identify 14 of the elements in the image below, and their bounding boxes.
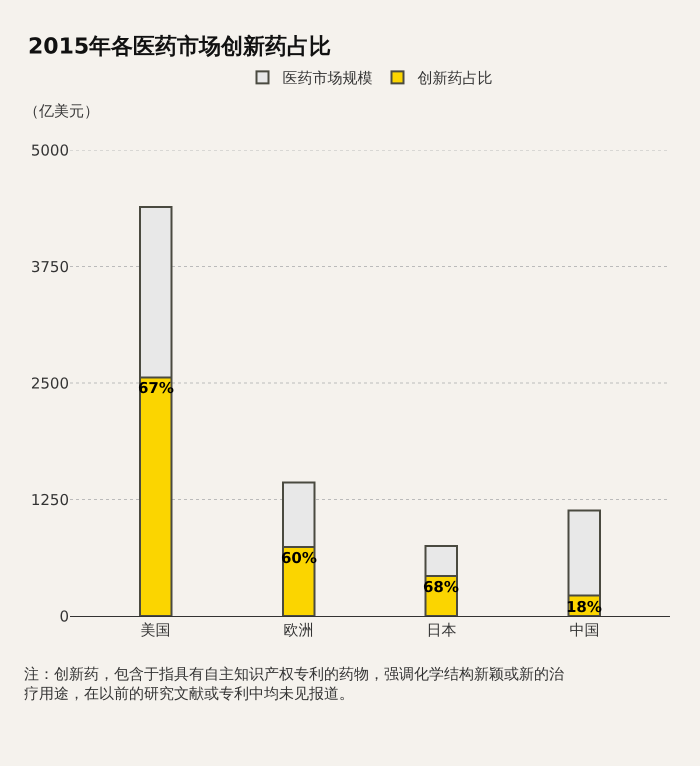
x-tick-label: 欧洲 xyxy=(284,621,314,639)
y-tick-label: 2500 xyxy=(30,374,69,392)
legend-label: 创新药占比 xyxy=(418,69,492,88)
y-tick-label: 0 xyxy=(59,607,69,626)
y-tick-label: 5000 xyxy=(30,141,69,160)
y-tick-label: 1250 xyxy=(30,490,69,509)
x-tick-label: 美国 xyxy=(140,621,171,639)
chart-title: 2015年各医药市场创新药占比 xyxy=(28,34,332,60)
x-tick-label: 中国 xyxy=(569,621,600,639)
y-tick-label: 3750 xyxy=(30,258,69,276)
y-axis-title: （亿美元） xyxy=(24,102,99,120)
text: 注：创新药，包含于指具有自主知识产权专利的药物，强调化学结构新颖或新的治疗用途，在以前的研究文献或专利中均未见报道。 xyxy=(24,665,564,702)
legend-label: 医药市场规模 xyxy=(282,69,372,88)
x-tick-label: 日本 xyxy=(426,621,456,639)
